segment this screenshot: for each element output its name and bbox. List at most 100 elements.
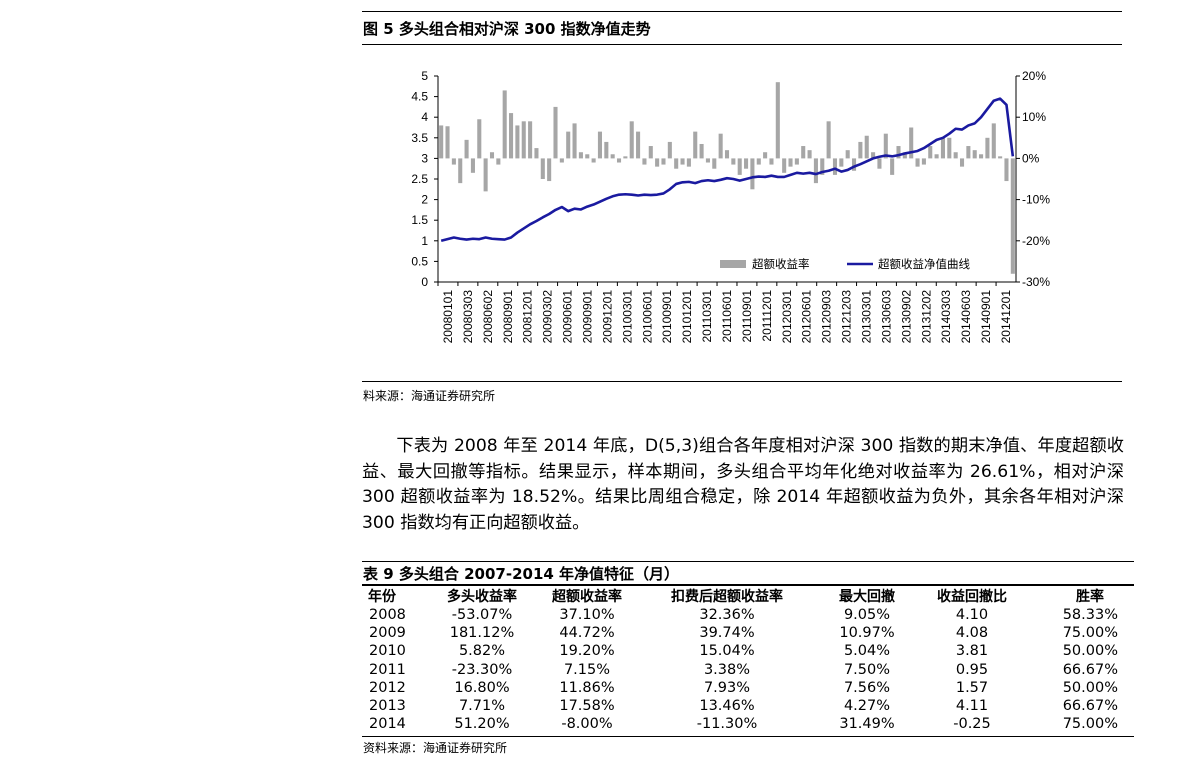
x-tick-label: 20110301 [700, 290, 714, 343]
left-tick-label: 2.5 [411, 172, 428, 186]
net-value-path [440, 97, 1015, 243]
left-tick-label: 0.5 [411, 254, 428, 268]
table-cell: 2014 [369, 716, 406, 733]
chart-legend: 超额收益率 超额收益净值曲线 [720, 257, 970, 271]
table-cell: 15.04% [699, 643, 755, 660]
x-tick-label: 20080602 [481, 290, 495, 344]
excess-return-bar [959, 158, 965, 167]
table-cell: 11.86% [559, 679, 615, 696]
excess-return-bar [877, 158, 882, 169]
left-tick-label: 0 [421, 275, 428, 289]
excess-return-bar [794, 158, 799, 165]
excess-return-bar [820, 158, 825, 175]
table-cell: 2008 [369, 607, 406, 624]
excess-return-bar [953, 152, 958, 159]
excess-return-bar [839, 158, 844, 167]
left-tick-label: 2 [421, 193, 428, 207]
excess-return-bar [521, 121, 526, 159]
table-cell: 5.82% [458, 643, 506, 660]
excess-return-bar [724, 150, 730, 159]
excess-return-bar [534, 148, 539, 159]
table-cell: 10.97% [839, 625, 895, 642]
table-row: 2010 5.82% 19.20% 15.04% 5.04% 3.81 50.00% [362, 642, 1134, 660]
table-cell: 7.15% [563, 661, 611, 678]
table-top-rule [362, 561, 1134, 562]
excess-return-bar [864, 135, 869, 159]
excess-return-bar [578, 152, 583, 159]
figure-title-rule [362, 44, 1122, 45]
table-cell: 4.08 [955, 625, 989, 642]
excess-return-bar [699, 143, 704, 159]
excess-return-bar [756, 158, 761, 165]
table-row: 2012 16.80% 11.86% 7.93% 7.56% 1.57 50.00% [362, 679, 1134, 697]
excess-return-bar [674, 158, 679, 169]
excess-return-bar [655, 158, 660, 167]
table-cell: 4.10 [955, 607, 989, 624]
x-tick-label: 20100601 [640, 290, 654, 344]
table-cell: 2009 [369, 625, 406, 642]
header-win-rate: 胜率 [1076, 589, 1104, 605]
left-tick-label: 1 [421, 234, 428, 248]
excess-return-bar [585, 154, 590, 159]
excess-return-bar [604, 141, 609, 159]
x-tick-label: 20090901 [580, 290, 594, 344]
table-cell: 0.95 [955, 661, 989, 678]
excess-return-bar [871, 152, 876, 159]
excess-return-bar [445, 126, 450, 159]
table-cell: -0.25 [953, 716, 991, 733]
table-cell: 1.57 [955, 679, 989, 696]
x-tick-label: 20110901 [740, 290, 754, 343]
excess-return-bar [705, 158, 710, 163]
excess-return-bar [896, 146, 901, 159]
excess-return-bar [890, 158, 895, 175]
net-value-chart: 0 0.5 1 1.5 2 2.5 3 3.5 4 4.5 5 -30% -20% -10% 0% 10% 20… [411, 69, 1050, 344]
x-tick-label: 20140603 [959, 290, 973, 344]
excess-return-bar [566, 131, 571, 159]
excess-return-bar [769, 158, 774, 165]
x-tick-label: 20100901 [660, 290, 674, 344]
excess-return-bar [553, 106, 558, 159]
excess-return-bar [642, 158, 647, 165]
table-cell: 7.56% [843, 679, 891, 696]
x-tick-label: 20120301 [780, 290, 794, 344]
excess-return-bar [979, 154, 984, 159]
table-cell: -11.30% [696, 716, 758, 733]
table-cell: 2011 [369, 661, 406, 678]
table-cell: 75.00% [1062, 716, 1118, 733]
right-tick-label: -30% [1022, 275, 1050, 289]
excess-return-bar [496, 158, 501, 165]
excess-return-bar [693, 131, 698, 159]
excess-return-bar [718, 133, 723, 159]
table-cell: 7.50% [843, 661, 891, 678]
x-tick-label: 20141201 [999, 290, 1013, 344]
figure-source: 料来源：海通证券研究所 [363, 389, 496, 403]
excess-return-bar [547, 158, 552, 182]
right-tick-label: 0% [1022, 151, 1040, 165]
table-cell: 7.71% [458, 698, 506, 715]
legend-bar-swatch [720, 260, 746, 268]
table-cell: 17.58% [559, 698, 615, 715]
table-cell: 58.33% [1062, 607, 1118, 624]
table-cell: 3.81 [955, 643, 989, 660]
x-tick-label: 20130603 [879, 290, 893, 344]
excess-return-bar [623, 156, 628, 159]
table-cell: 4.27% [843, 698, 891, 715]
excess-return-bar [616, 158, 622, 163]
excess-return-bar [477, 119, 482, 159]
left-tick-label: 5 [421, 69, 428, 83]
excess-return-bar [813, 158, 818, 184]
right-tick-label: 20% [1022, 69, 1046, 83]
right-tick-label: -10% [1022, 193, 1050, 207]
excess-return-bar [661, 158, 666, 165]
right-tick-label: 10% [1022, 110, 1046, 124]
excess-return-bar [591, 158, 596, 163]
x-tick-label: 20091201 [600, 290, 614, 344]
performance-table: 年份 多头收益率 超额收益率 扣费后超额收益率 最大回撤 收益回撤比 胜率 20… [362, 586, 1134, 733]
excess-return-bar [667, 141, 672, 159]
legend-line-label: 超额收益净值曲线 [878, 257, 970, 271]
table-cell: 3.38% [703, 661, 751, 678]
excess-return-bar [940, 137, 945, 159]
net-value-line [440, 97, 1015, 243]
table-cell: 4.11 [955, 698, 989, 715]
x-tick-label: 20080101 [441, 290, 455, 344]
